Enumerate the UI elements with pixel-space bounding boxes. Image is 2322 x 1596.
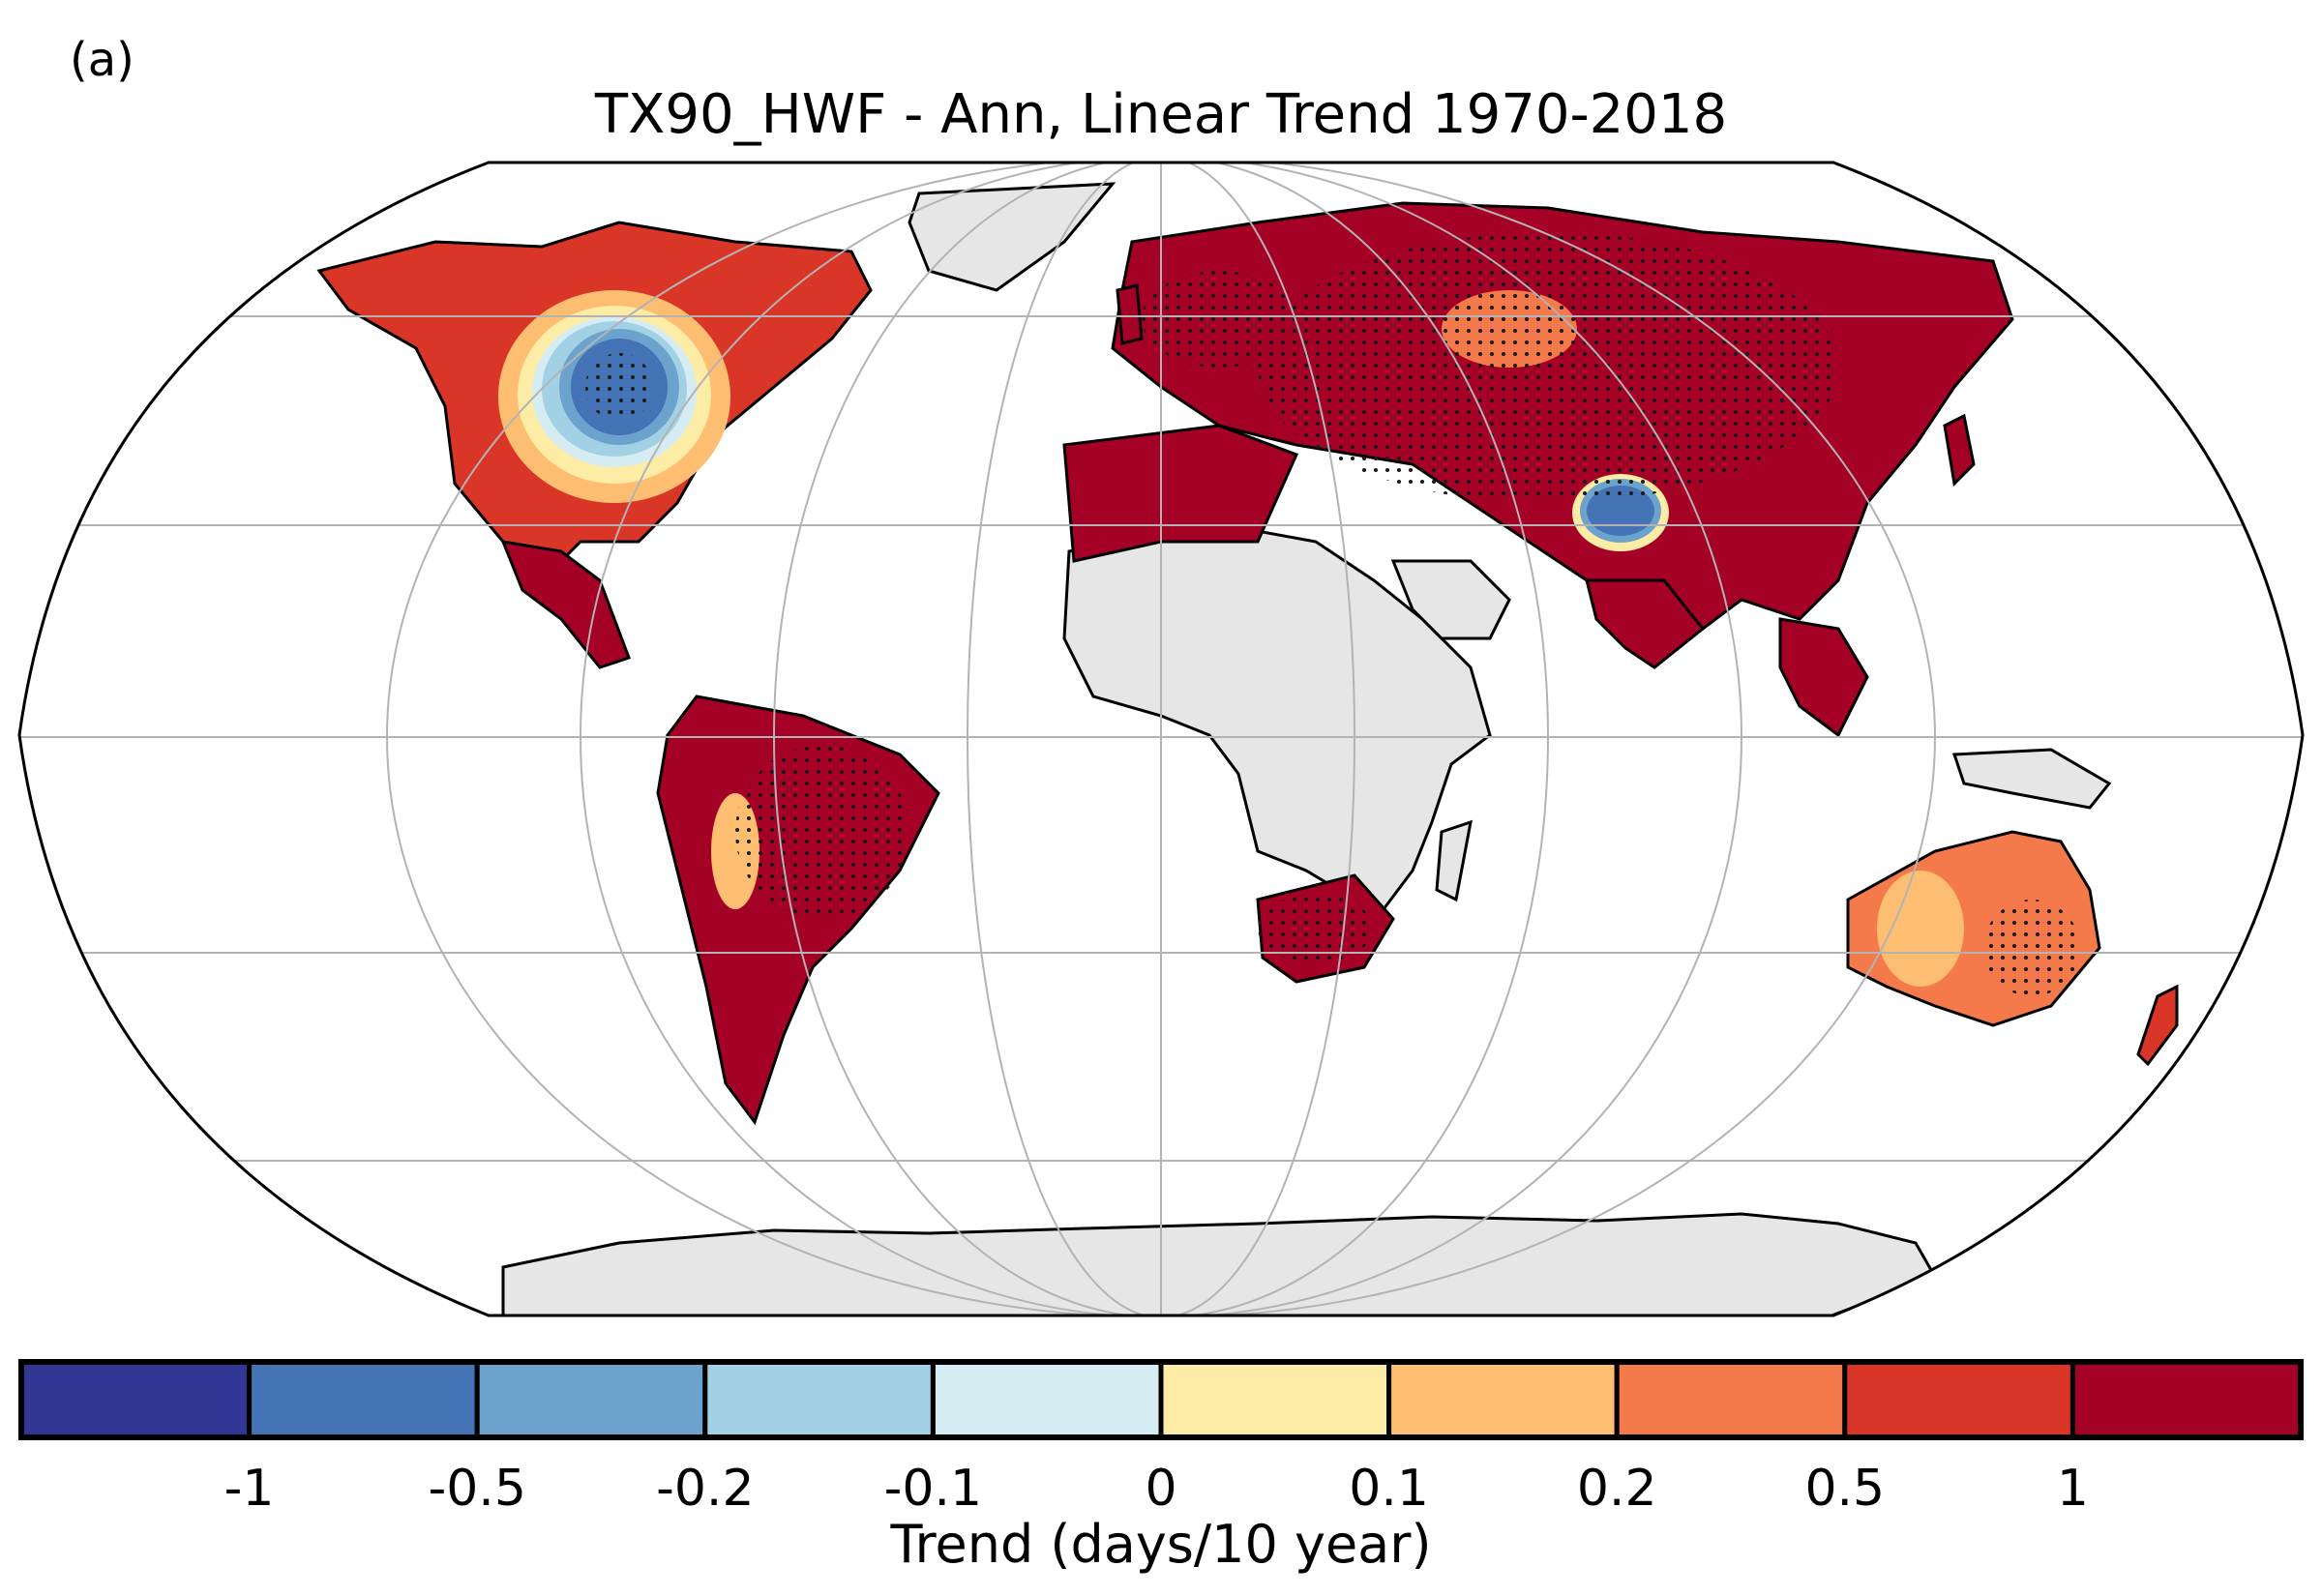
world-map (17, 161, 2305, 1317)
colorbar-box (1158, 1359, 1392, 1440)
colorbar-box (1386, 1359, 1620, 1440)
madagascar (1435, 819, 1473, 902)
significance-stippling (585, 232, 2080, 996)
uk (1116, 283, 1144, 345)
africa (1062, 520, 1492, 911)
central-america (500, 540, 631, 669)
colorbar-box (2069, 1359, 2304, 1440)
colorbar-box (474, 1359, 708, 1440)
colorbar-tick-label: -0.1 (884, 1460, 982, 1518)
colorbar-tick-label: 0.1 (1349, 1460, 1429, 1518)
panel-label: (a) (70, 33, 134, 87)
colorbar-tick-label: 0.5 (1804, 1460, 1885, 1518)
colorbar-box (247, 1359, 480, 1440)
colorbar-boxes (18, 1359, 2304, 1440)
colorbar-box (1614, 1359, 1848, 1440)
colorbar-tick-label: -0.5 (428, 1460, 525, 1518)
colorbar-box (18, 1359, 253, 1440)
graticule (19, 163, 2303, 1315)
sahara-north (1062, 424, 1299, 563)
india (1585, 578, 1706, 669)
papua (1951, 748, 2112, 810)
colorbar-tick-label: 0 (1145, 1460, 1176, 1518)
colorbar-box (1842, 1359, 2075, 1440)
colorbar-label: Trend (days/10 year) (890, 1514, 1432, 1575)
japan (1943, 413, 1976, 488)
colorbar-tick-label: -0.2 (656, 1460, 754, 1518)
colorbar-box (930, 1359, 1164, 1440)
land-nodata (501, 182, 2112, 1315)
australia-west (1877, 871, 1964, 987)
colorbar-box (702, 1359, 936, 1440)
colorbar-tick-label: 0.2 (1577, 1460, 1657, 1518)
map-boundary (17, 161, 2305, 1317)
new-zealand (2136, 984, 2179, 1067)
colorbar-tick-label: 1 (2057, 1460, 2089, 1518)
colorbar-frame (18, 1359, 2304, 1440)
arabia (1390, 559, 1511, 640)
southeast-asia (1778, 617, 1869, 738)
greenland (908, 182, 1116, 292)
map-title: TX90_HWF - Ann, Linear Trend 1970-2018 (594, 83, 1728, 146)
colorbar-tick-label: -1 (224, 1460, 275, 1518)
colorbar-ticks: -1 -0.5 -0.2 -0.1 0 0.1 0.2 0.5 1 (224, 1460, 2089, 1518)
